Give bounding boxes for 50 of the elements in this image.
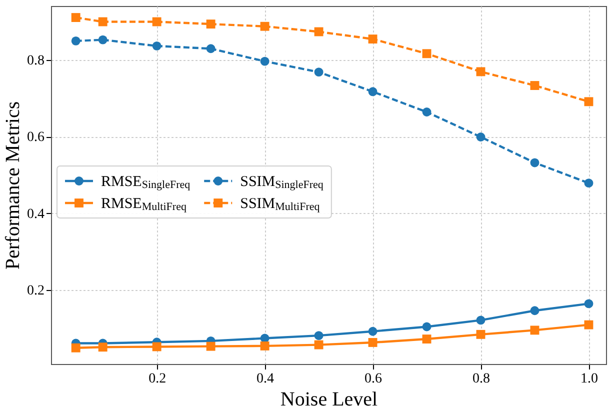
point (422, 108, 432, 116)
point (152, 342, 162, 352)
point (368, 326, 378, 336)
point (584, 97, 594, 106)
point (476, 316, 486, 325)
y-axis-title: Performance Metrics (2, 101, 24, 270)
point (314, 27, 324, 36)
point (71, 343, 80, 352)
point (260, 22, 270, 31)
point (314, 331, 324, 340)
point (152, 41, 162, 50)
y-tick-label: 0.8 (27, 53, 44, 68)
point (584, 178, 594, 188)
point (206, 44, 216, 54)
point (530, 326, 540, 335)
point (71, 36, 80, 46)
point (98, 35, 108, 44)
x-tick-label: 1.0 (580, 372, 598, 386)
x-axis-title: Noise Level (280, 388, 378, 410)
point (530, 306, 540, 316)
point (584, 320, 594, 330)
point (422, 49, 432, 58)
point (368, 34, 378, 44)
x-tick-label: 0.6 (364, 372, 382, 386)
point (314, 340, 324, 350)
point (206, 20, 216, 29)
point (98, 342, 108, 352)
point (530, 81, 540, 90)
y-tick-label: 0.4 (27, 206, 44, 222)
point (530, 158, 540, 168)
point (584, 299, 594, 308)
point (71, 13, 80, 22)
point (152, 17, 162, 26)
point (476, 330, 486, 339)
point (260, 56, 270, 66)
x-tick-label: 0.2 (148, 372, 166, 386)
point (476, 132, 486, 142)
y-tick-label: 0.6 (27, 130, 44, 146)
point (368, 338, 378, 347)
point (422, 334, 432, 344)
x-tick-label: 0.8 (472, 372, 490, 386)
point (422, 322, 432, 332)
x-tick-label: 0.4 (256, 372, 274, 386)
point (368, 87, 378, 96)
point (98, 17, 108, 26)
point (260, 341, 270, 350)
point (476, 67, 486, 76)
point (206, 342, 216, 351)
point (314, 68, 324, 77)
y-tick-label: 0.2 (27, 284, 44, 299)
